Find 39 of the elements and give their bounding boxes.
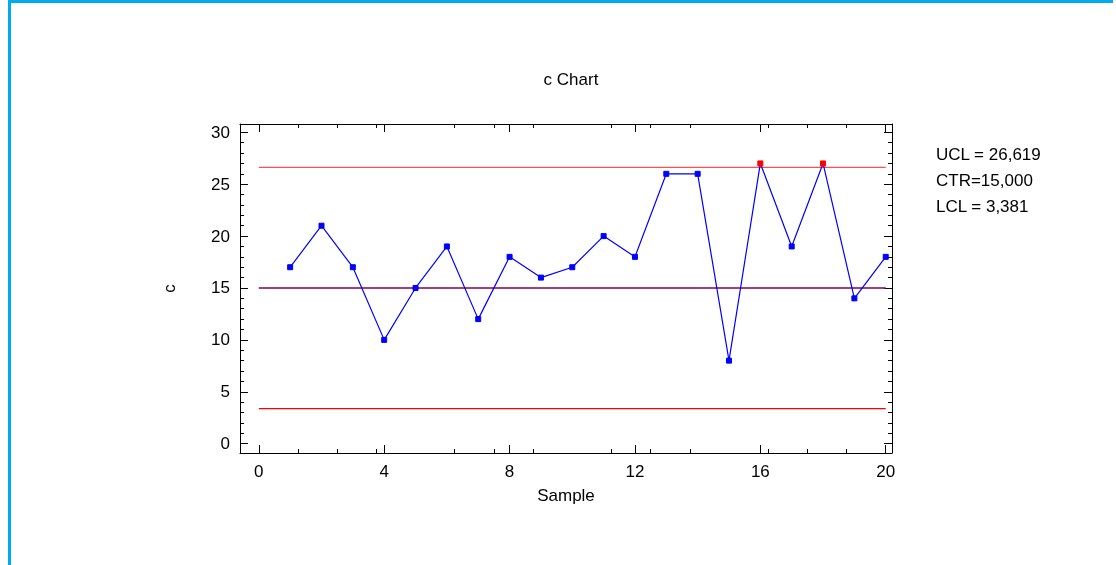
y-tick-label: 5 — [220, 382, 230, 402]
point — [882, 253, 889, 260]
point — [537, 274, 544, 281]
point — [726, 357, 732, 364]
point — [569, 264, 576, 271]
x-tick-label: 0 — [254, 462, 264, 481]
x-tick-label: 20 — [876, 462, 896, 481]
point — [349, 264, 356, 271]
point — [443, 243, 450, 250]
y-tick-label: 30 — [211, 122, 230, 142]
x-tick-label: 4 — [379, 462, 389, 481]
point — [287, 264, 294, 271]
point — [381, 336, 388, 343]
point — [788, 243, 795, 250]
point — [851, 295, 858, 302]
point — [506, 253, 513, 260]
text: CTR=15,000 — [936, 171, 1033, 190]
y-axis-title: c — [160, 283, 179, 293]
y-tick-label: 10 — [211, 330, 230, 350]
y-tick-label: 15 — [211, 278, 230, 298]
point — [318, 222, 325, 229]
point — [475, 316, 482, 323]
x-tick-label: 16 — [750, 462, 770, 481]
point — [820, 160, 827, 167]
text: UCL = 26,619 — [936, 145, 1041, 164]
y-tick-label: 25 — [211, 174, 230, 194]
point — [600, 233, 607, 240]
point — [663, 170, 670, 177]
x-tick-label: 12 — [625, 462, 645, 481]
text: LCL = 3,381 — [936, 197, 1029, 216]
chart-title: c Chart — [543, 70, 599, 89]
x-axis-title: Sample — [537, 486, 595, 505]
point — [631, 253, 638, 260]
point — [694, 170, 701, 177]
x-tick-label: 8 — [504, 462, 515, 481]
y-tick-label: 20 — [211, 226, 230, 246]
y-tick-label: 0 — [220, 434, 230, 454]
point — [412, 284, 419, 291]
point — [757, 160, 764, 167]
